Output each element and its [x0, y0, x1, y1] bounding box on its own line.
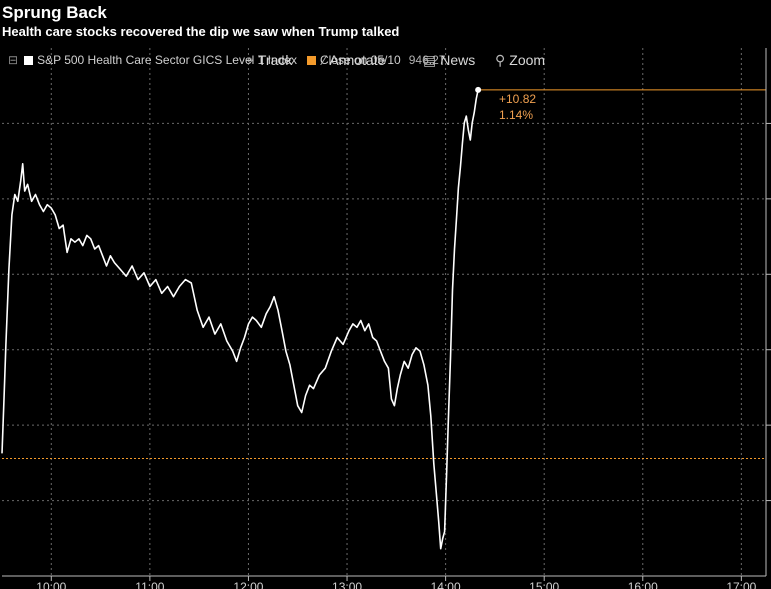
reference-lines — [2, 89, 766, 459]
pencil-icon: ⁄ — [323, 52, 326, 68]
last-point-marker — [475, 86, 482, 93]
news-label: News — [440, 52, 476, 68]
series-line — [1, 89, 479, 550]
legend-close-label: Close on 05/10 — [319, 53, 401, 67]
change-label: +10.82 — [499, 92, 537, 106]
magnifier-icon: ⚲ — [495, 52, 506, 68]
series-layer — [1, 86, 482, 550]
x-tick-label: 15:00 — [529, 580, 559, 589]
x-tick-label: 16:00 — [628, 580, 658, 589]
crosshair-icon: ⌖ — [246, 52, 254, 68]
zoom-label: Zoom — [509, 52, 546, 68]
news-button[interactable]: ▤ News — [423, 52, 475, 69]
series-swatch — [24, 56, 34, 66]
x-tick-label: 17:00 — [726, 580, 756, 589]
chart-subtitle: Health care stocks recovered the dip we … — [2, 24, 400, 39]
track-label: Track — [257, 52, 293, 68]
percent-label: 1.14% — [499, 108, 534, 122]
x-tick-label: 13:00 — [332, 580, 362, 589]
legend: ⊟ S&P 500 Health Care Sector GICS Level 1… — [8, 53, 445, 67]
collapse-icon[interactable]: ⊟ — [8, 53, 19, 67]
zoom-button[interactable]: ⚲ Zoom — [495, 52, 545, 69]
x-tick-label: 10:00 — [36, 580, 66, 589]
x-tick-label: 14:00 — [431, 580, 461, 589]
grid-lines — [2, 48, 771, 576]
news-icon: ▤ — [423, 52, 437, 68]
x-tick-label: 12:00 — [233, 580, 263, 589]
x-tick-label: 11:00 — [135, 580, 164, 589]
annotate-button[interactable]: ⁄ Annotate — [323, 52, 385, 68]
x-axis: 10:00 11:00 12:00 13:00 14:00 15:00 16:00 17:00 — [2, 48, 767, 589]
close-swatch — [306, 56, 316, 66]
chart-toolbar: ⌖ Track ⁄ Annotate ▤ News ⚲ Zoom — [0, 47, 771, 77]
legend-close-value: 946.27 — [408, 53, 446, 67]
legend-series-name: S&P 500 Health Care Sector GICS Level 1 … — [37, 53, 297, 67]
chart-title: Sprung Back — [2, 3, 107, 22]
track-button[interactable]: ⌖ Track — [246, 52, 292, 69]
annotate-label: Annotate — [329, 52, 386, 68]
